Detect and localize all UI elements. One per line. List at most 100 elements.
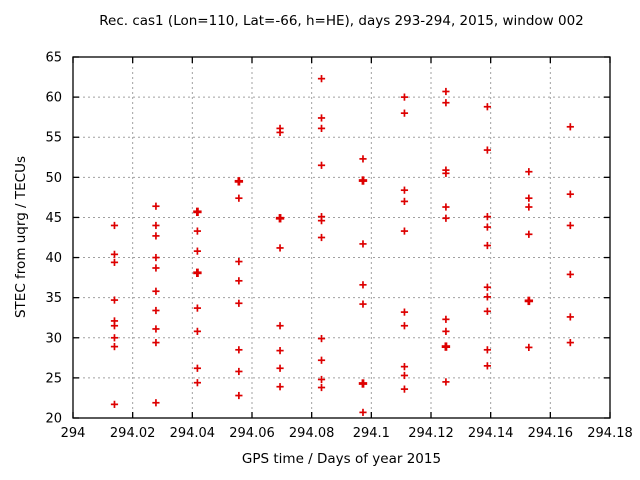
data-point bbox=[193, 379, 202, 387]
data-point bbox=[483, 213, 491, 221]
data-point bbox=[317, 233, 326, 242]
data-point bbox=[358, 379, 368, 388]
data-point bbox=[524, 296, 534, 306]
data-point bbox=[193, 268, 202, 277]
data-point bbox=[525, 168, 533, 176]
data-point bbox=[525, 194, 533, 202]
data-point bbox=[152, 221, 160, 230]
y-tick-label: 60 bbox=[45, 91, 62, 106]
data-point bbox=[235, 367, 243, 376]
y-tick-label: 65 bbox=[45, 51, 62, 66]
data-point bbox=[483, 362, 491, 370]
data-point bbox=[234, 177, 244, 186]
data-point bbox=[400, 93, 409, 101]
data-point bbox=[317, 114, 326, 122]
data-point bbox=[441, 342, 451, 351]
y-tick-label: 30 bbox=[45, 331, 62, 346]
data-point bbox=[152, 306, 160, 315]
data-point bbox=[442, 378, 450, 386]
data-point bbox=[193, 304, 202, 312]
chart-title: Rec. cas1 (Lon=110, Lat=-66, h=HE), days… bbox=[99, 13, 584, 29]
data-point bbox=[566, 221, 574, 230]
x-tick-label: 294.18 bbox=[587, 426, 633, 441]
data-point bbox=[442, 169, 450, 177]
plot-border bbox=[72, 56, 611, 419]
data-point bbox=[235, 346, 243, 354]
data-point bbox=[276, 364, 284, 372]
data-point bbox=[235, 194, 243, 202]
data-point bbox=[566, 270, 574, 279]
data-point bbox=[483, 307, 491, 315]
data-point bbox=[400, 308, 409, 316]
data-point bbox=[317, 356, 326, 364]
data-point bbox=[566, 190, 574, 198]
data-point bbox=[483, 223, 491, 231]
data-point bbox=[400, 371, 409, 380]
y-tick-label: 50 bbox=[45, 171, 62, 186]
data-point bbox=[110, 221, 119, 230]
data-point bbox=[359, 408, 367, 416]
data-point bbox=[317, 124, 326, 132]
data-point bbox=[110, 334, 119, 342]
x-tick-label: 294.04 bbox=[170, 426, 216, 441]
data-point bbox=[276, 322, 284, 330]
data-point bbox=[358, 176, 368, 185]
data-point bbox=[152, 264, 160, 272]
data-point bbox=[152, 399, 160, 407]
data-point bbox=[235, 391, 243, 400]
data-point bbox=[235, 277, 243, 285]
x-tick-label: 294.06 bbox=[229, 426, 275, 441]
data-point bbox=[193, 327, 202, 335]
data-point bbox=[276, 347, 284, 355]
data-point bbox=[235, 299, 243, 307]
data-point bbox=[317, 375, 326, 384]
data-point bbox=[525, 343, 533, 352]
y-tick-label: 35 bbox=[45, 291, 62, 306]
data-point bbox=[193, 247, 202, 255]
data-point bbox=[276, 244, 284, 252]
data-point bbox=[359, 155, 367, 163]
data-point bbox=[152, 202, 160, 210]
data-point bbox=[276, 383, 284, 391]
data-point bbox=[110, 250, 119, 258]
data-point bbox=[483, 293, 491, 301]
data-point bbox=[400, 227, 409, 235]
x-tick-label: 294.08 bbox=[289, 426, 335, 441]
data-point bbox=[317, 75, 326, 83]
data-point bbox=[400, 197, 409, 205]
data-point bbox=[566, 123, 574, 131]
data-point bbox=[152, 232, 160, 240]
data-point bbox=[442, 99, 450, 107]
data-point bbox=[525, 203, 533, 211]
data-point bbox=[193, 227, 202, 235]
data-point bbox=[193, 207, 202, 217]
data-point bbox=[152, 253, 160, 262]
data-point bbox=[193, 364, 202, 372]
data-point bbox=[483, 283, 491, 291]
data-point bbox=[152, 338, 160, 347]
data-point bbox=[317, 161, 326, 169]
data-point bbox=[152, 287, 160, 295]
data-point bbox=[110, 258, 119, 266]
data-point bbox=[483, 103, 491, 111]
data-point bbox=[317, 217, 326, 225]
data-point bbox=[275, 214, 285, 223]
data-point bbox=[483, 346, 491, 354]
data-point bbox=[566, 313, 574, 321]
data-point bbox=[442, 327, 450, 335]
data-point bbox=[110, 296, 119, 304]
data-point bbox=[483, 146, 491, 154]
data-point bbox=[442, 87, 450, 96]
y-tick-label: 45 bbox=[45, 211, 62, 226]
data-point bbox=[483, 241, 491, 250]
x-tick-label: 294.02 bbox=[110, 426, 156, 441]
data-point bbox=[276, 128, 284, 137]
data-point bbox=[359, 240, 367, 248]
data-point bbox=[110, 322, 119, 330]
data-point bbox=[110, 400, 119, 408]
data-point bbox=[400, 109, 409, 117]
data-point bbox=[400, 322, 409, 330]
data-point bbox=[110, 343, 119, 351]
